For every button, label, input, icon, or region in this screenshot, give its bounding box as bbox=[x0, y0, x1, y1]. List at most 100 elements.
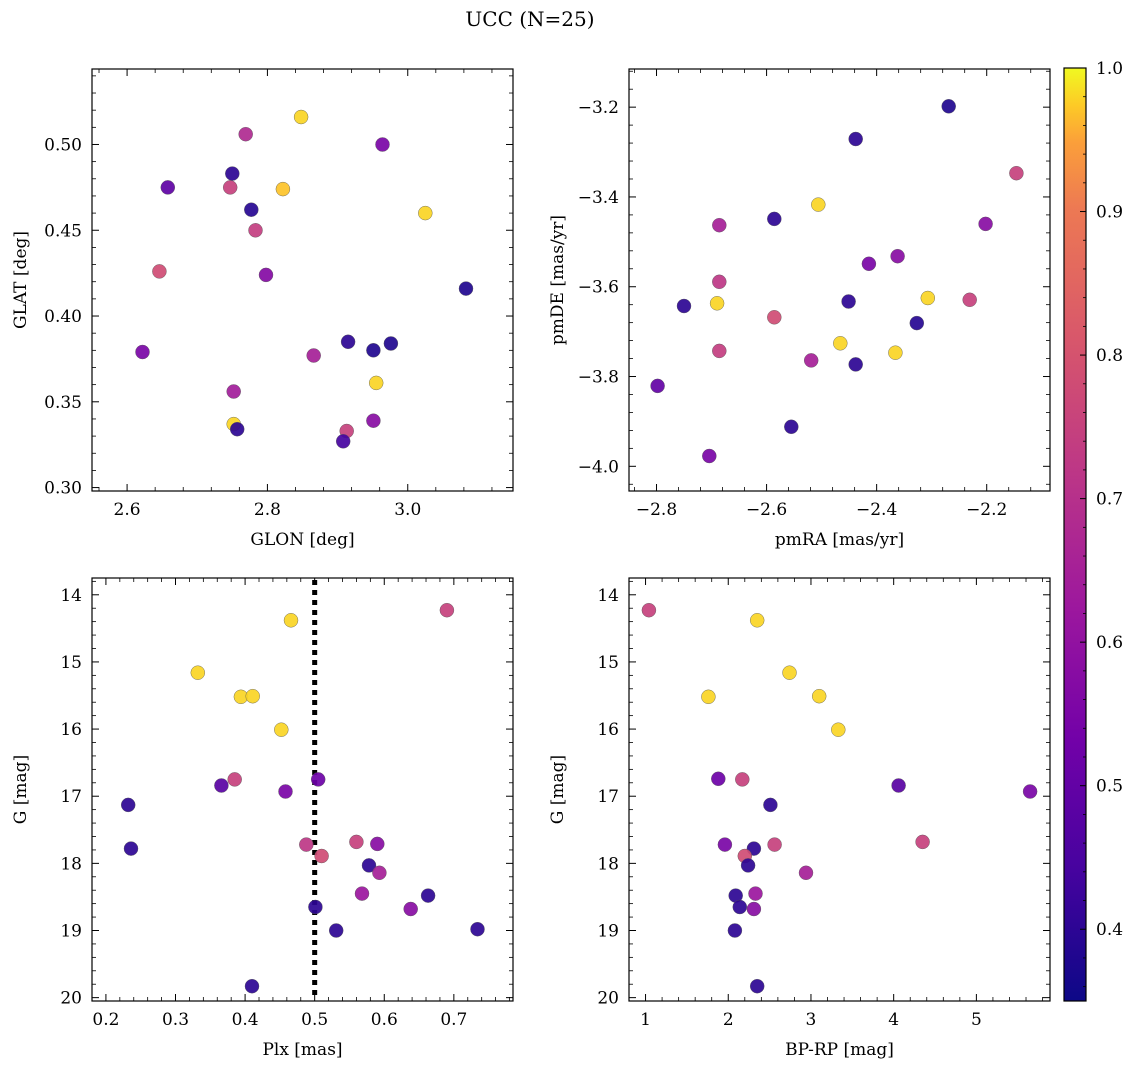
x-tick-label: 2 bbox=[723, 1010, 734, 1030]
data-point bbox=[340, 334, 356, 349]
data-point bbox=[701, 689, 716, 704]
data-point bbox=[299, 837, 314, 852]
data-point bbox=[366, 413, 381, 428]
y-tick-label: 15 bbox=[60, 653, 82, 673]
data-point bbox=[123, 841, 139, 856]
colorbar-tick-label: 0.5 bbox=[1096, 777, 1123, 797]
colorbar-tick-label: 0.8 bbox=[1096, 346, 1123, 366]
x-axis-label: BP-RP [mag] bbox=[785, 1040, 894, 1060]
data-point bbox=[274, 722, 289, 737]
data-point bbox=[750, 979, 765, 994]
data-point bbox=[712, 343, 727, 359]
y-tick-label: 0.40 bbox=[44, 307, 82, 327]
y-tick-label: −4.0 bbox=[578, 457, 619, 477]
data-point bbox=[978, 216, 993, 232]
y-tick-label: 19 bbox=[60, 922, 82, 942]
colorbar-tick-label: 0.6 bbox=[1096, 633, 1123, 653]
data-point bbox=[403, 901, 418, 917]
data-point bbox=[306, 348, 321, 363]
data-point bbox=[372, 865, 387, 880]
data-point bbox=[248, 223, 263, 238]
x-tick-label: 0.7 bbox=[440, 1010, 467, 1030]
colorbar: 0.4 0.5 0.6 0.7 0.8 0.9 1.0 bbox=[1063, 59, 1123, 1002]
x-axis-label: GLON [deg] bbox=[250, 530, 354, 550]
axes-frame bbox=[91, 68, 514, 492]
x-tick-label: 5 bbox=[971, 1010, 982, 1030]
data-point bbox=[1009, 165, 1024, 181]
data-point bbox=[214, 778, 229, 793]
data-point bbox=[245, 689, 260, 704]
panel-pmra-pmde: −2.8 −2.6 −2.4 −2.2 −4.0 −3.8 −3.6 −3.4 −3.2 pmRA… bbox=[548, 68, 1051, 550]
data-point bbox=[229, 422, 245, 437]
data-point bbox=[361, 858, 377, 873]
panel-glon-glat: 2.6 2.8 3.0 0.30 0.35 0.40 0.45 0.50 GLON [deg] G… bbox=[11, 68, 514, 550]
data-point bbox=[732, 899, 747, 915]
data-point bbox=[244, 979, 260, 994]
data-point bbox=[804, 353, 819, 368]
data-point bbox=[848, 131, 863, 147]
data-point bbox=[329, 923, 344, 938]
data-point bbox=[717, 837, 733, 852]
data-point bbox=[383, 336, 399, 351]
panel-bprp-g: 1 2 3 4 5 14 15 16 17 18 19 20 BP-RP [mag] G [mag] bbox=[548, 577, 1051, 1060]
data-point bbox=[238, 126, 253, 142]
x-tick-label: −2.6 bbox=[746, 500, 787, 520]
y-axis-label: GLAT [deg] bbox=[11, 231, 31, 329]
data-point bbox=[336, 434, 351, 449]
y-tick-label: −3.8 bbox=[578, 368, 619, 388]
colorbar-gradient bbox=[1064, 68, 1086, 1001]
x-tick-label: −2.4 bbox=[856, 500, 897, 520]
data-point bbox=[676, 298, 692, 314]
data-point bbox=[222, 180, 238, 195]
y-tick-label: 14 bbox=[597, 586, 619, 606]
colorbar-tick-label: 0.9 bbox=[1096, 203, 1123, 223]
y-tick-label: 16 bbox=[597, 720, 619, 740]
data-point bbox=[735, 772, 750, 787]
y-tick-label: 20 bbox=[60, 989, 82, 1009]
x-axis-label: Plx [mas] bbox=[262, 1040, 342, 1060]
data-point bbox=[915, 834, 930, 850]
data-point bbox=[190, 665, 206, 680]
y-tick-label: 18 bbox=[60, 854, 82, 874]
data-point bbox=[244, 202, 259, 217]
y-tick-label: 17 bbox=[597, 787, 619, 807]
x-tick-label: −2.2 bbox=[966, 500, 1007, 520]
data-point bbox=[763, 797, 778, 813]
data-point bbox=[283, 613, 299, 628]
data-point bbox=[709, 296, 725, 311]
data-point bbox=[861, 256, 877, 271]
data-point bbox=[225, 166, 240, 181]
data-point bbox=[314, 848, 329, 864]
data-point bbox=[160, 180, 176, 195]
data-point bbox=[767, 310, 782, 325]
y-tick-label: 0.30 bbox=[44, 479, 82, 499]
data-point bbox=[812, 689, 827, 704]
colorbar-tick-label: 0.7 bbox=[1096, 490, 1123, 510]
x-tick-label: 2.6 bbox=[114, 500, 141, 520]
data-point bbox=[152, 264, 167, 279]
y-tick-label: −3.2 bbox=[578, 98, 619, 118]
data-point bbox=[1022, 784, 1038, 799]
data-point bbox=[354, 886, 370, 901]
data-point bbox=[748, 886, 763, 901]
colorbar-tick-label: 1.0 bbox=[1096, 59, 1123, 79]
data-point bbox=[746, 901, 762, 917]
data-point bbox=[370, 836, 385, 852]
data-point bbox=[740, 858, 756, 873]
data-point bbox=[420, 888, 436, 903]
y-tick-label: 0.45 bbox=[44, 221, 82, 241]
data-point bbox=[920, 290, 935, 306]
data-point bbox=[375, 137, 390, 152]
data-point bbox=[890, 249, 905, 264]
data-point bbox=[767, 211, 782, 227]
data-point bbox=[962, 292, 977, 307]
data-point bbox=[833, 336, 848, 351]
x-tick-label: 4 bbox=[888, 1010, 899, 1030]
data-point bbox=[311, 772, 326, 787]
x-tick-label: −2.8 bbox=[636, 500, 677, 520]
y-tick-label: 16 bbox=[60, 720, 82, 740]
y-tick-label: 18 bbox=[597, 854, 619, 874]
data-point bbox=[841, 294, 856, 309]
data-point bbox=[369, 375, 384, 391]
